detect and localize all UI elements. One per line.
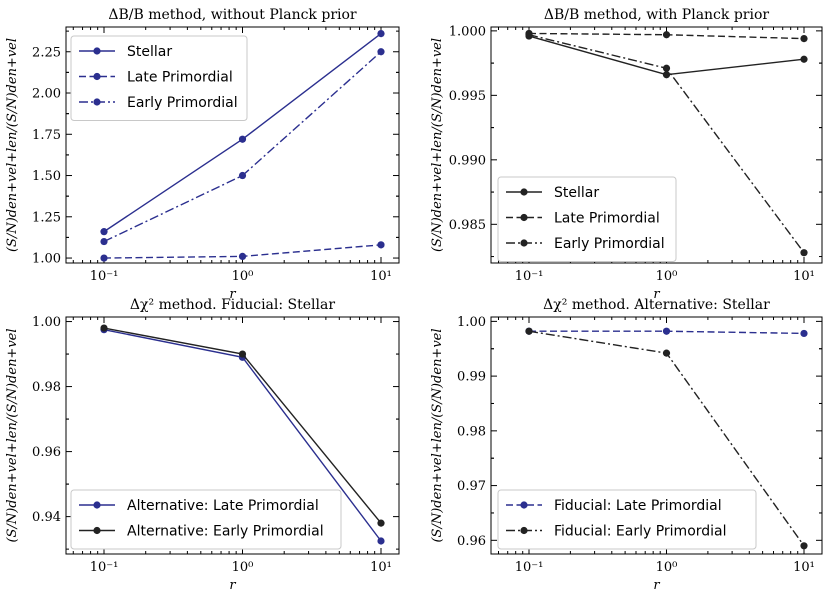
legend-label: Late Primordial (554, 211, 660, 227)
x-tick-label: 10⁰ (656, 560, 678, 575)
legend: Alternative: Late Primordial Alternative:… (71, 490, 341, 549)
legend-label: Stellar (554, 185, 599, 201)
y-axis-label: (S/N)den+vel+len/(S/N)den+vel (5, 38, 20, 252)
y-tick-label: 1.75 (32, 128, 61, 143)
data-point (525, 31, 532, 38)
x-tick-label: 10¹ (370, 560, 392, 575)
data-point (239, 136, 246, 143)
legend-label: Fiducial: Late Primordial (554, 498, 722, 514)
data-point (800, 249, 807, 256)
data-point (100, 254, 107, 261)
y-axis-label: (S/N)den+vel+len/(S/N)den+vel (430, 38, 445, 252)
data-point (525, 328, 532, 335)
y-tick-label: 1.50 (32, 169, 61, 184)
data-point (663, 328, 670, 335)
chart-title: ΔB/B method, with Planck prior (544, 7, 769, 23)
chart-panel-1: 10⁻¹ 10⁰ 10¹ 1.00 1.25 1.50 1.75 2.00 2.25 ΔB/B m… (5, 7, 399, 302)
legend-label: Early Primordial (127, 95, 238, 111)
legend: Stellar Late Primordial Early Primordial (498, 177, 676, 262)
y-tick-label: 1.00 (32, 252, 61, 267)
x-tick-label: 10⁻¹ (515, 269, 544, 284)
data-point (663, 350, 670, 357)
legend-marker (520, 188, 527, 195)
data-point (100, 324, 107, 331)
legend: Fiducial: Late Primordial Fiducial: Early… (498, 490, 756, 549)
chart-panel-4: 10⁻¹ 10⁰ 10¹ 0.96 0.97 0.98 0.99 1.00 Δχ² method… (430, 297, 822, 593)
x-tick-label: 10⁰ (232, 560, 254, 575)
data-point (377, 48, 384, 55)
y-tick-label: 0.995 (449, 89, 486, 104)
chart-title: Δχ² method. Alternative: Stellar (543, 297, 770, 313)
y-tick-label: 0.97 (457, 479, 486, 494)
data-point (800, 330, 807, 337)
data-point (377, 30, 384, 37)
y-tick-label: 1.25 (32, 210, 61, 225)
y-tick-label: 2.00 (32, 87, 61, 102)
y-tick-label: 0.96 (457, 534, 486, 549)
x-tick-label: 10⁻¹ (90, 560, 119, 575)
legend-marker (520, 527, 527, 534)
x-tick-label: 10¹ (370, 269, 392, 284)
legend-marker (520, 239, 527, 246)
data-point (663, 31, 670, 38)
data-point (100, 228, 107, 235)
y-tick-label: 0.98 (32, 380, 61, 395)
y-axis-label: (S/N)den+vel+len/(S/N)den+vel (5, 328, 20, 542)
legend: Stellar Late Primordial Early Primordial (71, 36, 247, 121)
y-tick-label: 0.98 (457, 424, 486, 439)
legend-label: Alternative: Late Primordial (127, 498, 319, 514)
x-tick-label: 10⁰ (656, 269, 678, 284)
y-tick-label: 0.985 (449, 218, 486, 233)
data-point (377, 241, 384, 248)
data-point (800, 35, 807, 42)
chart-title: ΔB/B method, without Planck prior (108, 7, 357, 23)
legend-label: Fiducial: Early Primordial (554, 524, 727, 540)
legend-marker (520, 214, 527, 221)
legend-label: Late Primordial (127, 70, 233, 86)
legend-marker (93, 73, 100, 80)
y-axis-label: (S/N)den+vel+len/(S/N)den+vel (430, 328, 445, 542)
y-tick-label: 1.00 (457, 315, 486, 330)
y-tick-label: 1.00 (32, 315, 61, 330)
x-tick-label: 10¹ (793, 269, 815, 284)
data-point (239, 253, 246, 260)
data-point (100, 238, 107, 245)
y-tick-label: 0.96 (32, 445, 61, 460)
y-tick-label: 2.25 (32, 45, 61, 60)
x-tick-label: 10⁻¹ (90, 269, 119, 284)
data-point (663, 65, 670, 72)
x-tick-label: 10⁻¹ (515, 560, 544, 575)
data-point (800, 542, 807, 549)
y-tick-label: 0.99 (457, 370, 486, 385)
data-point (800, 56, 807, 63)
x-tick-label: 10⁰ (232, 269, 254, 284)
legend-marker (93, 98, 100, 105)
x-axis-label: r (653, 578, 660, 593)
x-tick-label: 10¹ (793, 560, 815, 575)
chart-title: Δχ² method. Fiducial: Stellar (130, 297, 335, 313)
data-point (239, 172, 246, 179)
legend-label: Alternative: Early Primordial (127, 524, 324, 540)
y-tick-label: 0.94 (32, 510, 61, 525)
data-point (663, 71, 670, 78)
x-axis-label: r (229, 578, 236, 593)
y-tick-label: 1.000 (449, 24, 486, 39)
data-point (239, 350, 246, 357)
legend-marker (93, 501, 100, 508)
legend-marker (520, 501, 527, 508)
data-point (377, 520, 384, 527)
figure: 10⁻¹ 10⁰ 10¹ 1.00 1.25 1.50 1.75 2.00 2.25 ΔB/B m… (0, 0, 831, 606)
legend-label: Stellar (127, 44, 172, 60)
legend-marker (93, 527, 100, 534)
legend-label: Early Primordial (554, 236, 665, 252)
data-point (377, 537, 384, 544)
legend-marker (93, 47, 100, 54)
chart-panel-2: 10⁻¹ 10⁰ 10¹ 0.985 0.990 0.995 1.000 ΔB/B metho… (430, 7, 822, 302)
y-tick-label: 0.990 (449, 153, 486, 168)
chart-panel-3: 10⁻¹ 10⁰ 10¹ 0.94 0.96 0.98 1.00 Δχ² method. Fi… (5, 297, 399, 593)
